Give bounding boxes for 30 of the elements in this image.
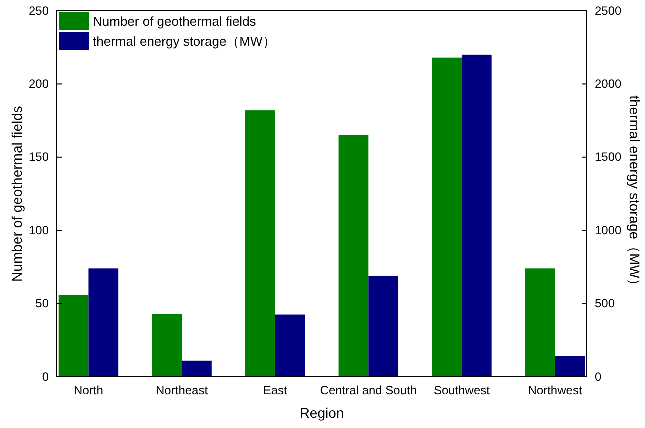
y-tick-label: 100 — [28, 223, 50, 238]
x-tick-label: North — [74, 383, 104, 398]
y2-tick-label: 2000 — [595, 77, 622, 92]
y-tick-label: 200 — [28, 77, 50, 92]
bar — [245, 110, 276, 377]
bar — [152, 314, 182, 377]
bar — [338, 135, 369, 377]
x-axis-title: Region — [300, 405, 344, 421]
y2-tick-label: 2500 — [595, 4, 622, 18]
bar — [555, 356, 586, 377]
y-tick-label: 250 — [28, 4, 50, 18]
x-tick-label: Central and South — [320, 383, 418, 398]
y2-tick-label: 0 — [595, 370, 602, 384]
x-tick-label: Northeast — [156, 383, 209, 398]
bar — [525, 268, 556, 377]
bar — [182, 360, 212, 377]
y2-tick-label: 1500 — [595, 150, 622, 164]
bar — [275, 314, 306, 377]
y-axis-title: Number of geothermal fields — [9, 106, 25, 282]
y2-axis-title: thermal energy storage（MW） — [627, 96, 643, 292]
y2-tick-label: 1000 — [595, 223, 622, 238]
y2-tick-label: 500 — [595, 296, 616, 311]
y-tick-label: 50 — [36, 296, 50, 311]
legend-label: Number of geothermal fields — [93, 14, 257, 29]
x-tick-label: Northwest — [528, 383, 583, 398]
y-tick-label: 0 — [42, 370, 50, 384]
legend-label: thermal energy storage（MW） — [93, 34, 276, 49]
y-tick-label: 150 — [28, 150, 50, 164]
x-tick-label: East — [263, 383, 288, 398]
x-tick-label: Southwest — [434, 383, 491, 398]
